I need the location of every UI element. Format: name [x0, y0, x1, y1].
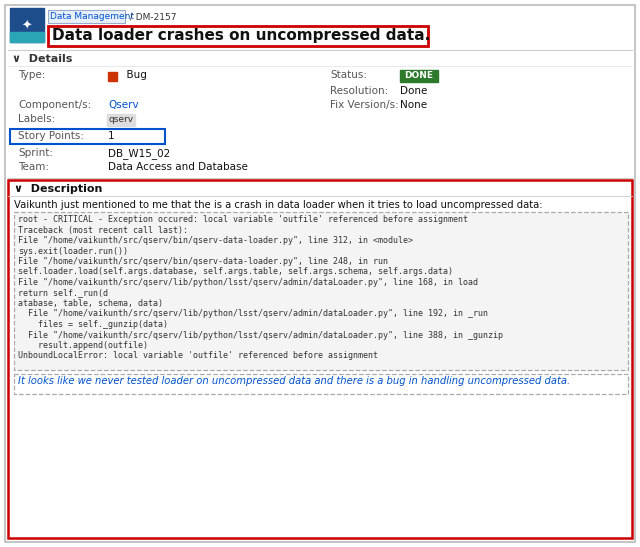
Text: Resolution:: Resolution: — [330, 86, 388, 96]
FancyBboxPatch shape — [5, 5, 635, 542]
Text: ∨  Details: ∨ Details — [12, 54, 72, 64]
FancyBboxPatch shape — [107, 114, 135, 126]
Text: 1: 1 — [108, 131, 115, 141]
Text: DB_W15_02: DB_W15_02 — [108, 148, 170, 159]
Text: Data loader crashes on uncompressed data.: Data loader crashes on uncompressed data… — [52, 28, 430, 43]
Text: Traceback (most recent call last):: Traceback (most recent call last): — [18, 225, 188, 235]
Text: files = self._gunzip(data): files = self._gunzip(data) — [18, 320, 168, 329]
FancyBboxPatch shape — [48, 26, 428, 46]
Text: Type:: Type: — [18, 70, 45, 80]
Text: File "/home/vaikunth/src/qserv/bin/qserv-data-loader.py", line 312, in <module>: File "/home/vaikunth/src/qserv/bin/qserv… — [18, 236, 413, 245]
Text: return self._run(d: return self._run(d — [18, 288, 108, 298]
Text: None: None — [400, 100, 427, 110]
Text: It looks like we never tested loader on uncompressed data and there is a bug in : It looks like we never tested loader on … — [18, 376, 570, 386]
Text: Sprint:: Sprint: — [18, 148, 53, 158]
FancyBboxPatch shape — [8, 180, 632, 538]
Text: Vaikunth just mentioned to me that the is a crash in data loader when it tries t: Vaikunth just mentioned to me that the i… — [14, 200, 543, 210]
Text: Component/s:: Component/s: — [18, 100, 92, 110]
Text: ✦: ✦ — [22, 20, 32, 32]
Text: File "/home/vaikunth/src/qserv/bin/qserv-data-loader.py", line 248, in run: File "/home/vaikunth/src/qserv/bin/qserv… — [18, 257, 388, 266]
Text: File "/home/vaikunth/src/qserv/lib/python/lsst/qserv/admin/dataLoader.py", line : File "/home/vaikunth/src/qserv/lib/pytho… — [18, 310, 488, 318]
Text: File "/home/vaikunth/src/qserv/lib/python/lsst/qserv/admin/dataLoader.py", line : File "/home/vaikunth/src/qserv/lib/pytho… — [18, 278, 478, 287]
Text: ∨  Description: ∨ Description — [14, 184, 102, 194]
Text: result.append(outfile): result.append(outfile) — [18, 341, 148, 350]
Text: Status:: Status: — [330, 70, 367, 80]
FancyBboxPatch shape — [400, 70, 438, 82]
FancyBboxPatch shape — [10, 32, 44, 42]
FancyBboxPatch shape — [48, 10, 125, 23]
Text: Team:: Team: — [18, 162, 49, 172]
Text: File "/home/vaikunth/src/qserv/lib/python/lsst/qserv/admin/dataLoader.py", line : File "/home/vaikunth/src/qserv/lib/pytho… — [18, 330, 503, 340]
Text: UnboundLocalError: local variable 'outfile' referenced before assignment: UnboundLocalError: local variable 'outfi… — [18, 352, 378, 360]
Text: Data Management: Data Management — [50, 12, 134, 21]
Text: Done: Done — [400, 86, 428, 96]
Text: Labels:: Labels: — [18, 114, 55, 124]
FancyBboxPatch shape — [14, 374, 628, 394]
Text: / DM-2157: / DM-2157 — [127, 12, 177, 21]
Text: self.loader.load(self.args.database, self.args.table, self.args.schema, self.arg: self.loader.load(self.args.database, sel… — [18, 267, 453, 276]
Text: Fix Version/s:: Fix Version/s: — [330, 100, 399, 110]
Text: sys.exit(loader.run()): sys.exit(loader.run()) — [18, 247, 128, 255]
FancyBboxPatch shape — [108, 72, 117, 81]
FancyBboxPatch shape — [10, 129, 165, 144]
FancyBboxPatch shape — [14, 212, 628, 370]
Text: atabase, table, schema, data): atabase, table, schema, data) — [18, 299, 163, 308]
Text: Qserv: Qserv — [108, 100, 139, 110]
FancyBboxPatch shape — [10, 8, 44, 42]
Text: qserv: qserv — [108, 115, 134, 124]
Text: root - CRITICAL - Exception occured: local variable 'outfile' referenced before : root - CRITICAL - Exception occured: loc… — [18, 215, 468, 224]
Text: Story Points:: Story Points: — [18, 131, 84, 141]
Text: DONE: DONE — [404, 71, 433, 80]
Text: Bug: Bug — [120, 70, 147, 80]
Text: Data Access and Database: Data Access and Database — [108, 162, 248, 172]
